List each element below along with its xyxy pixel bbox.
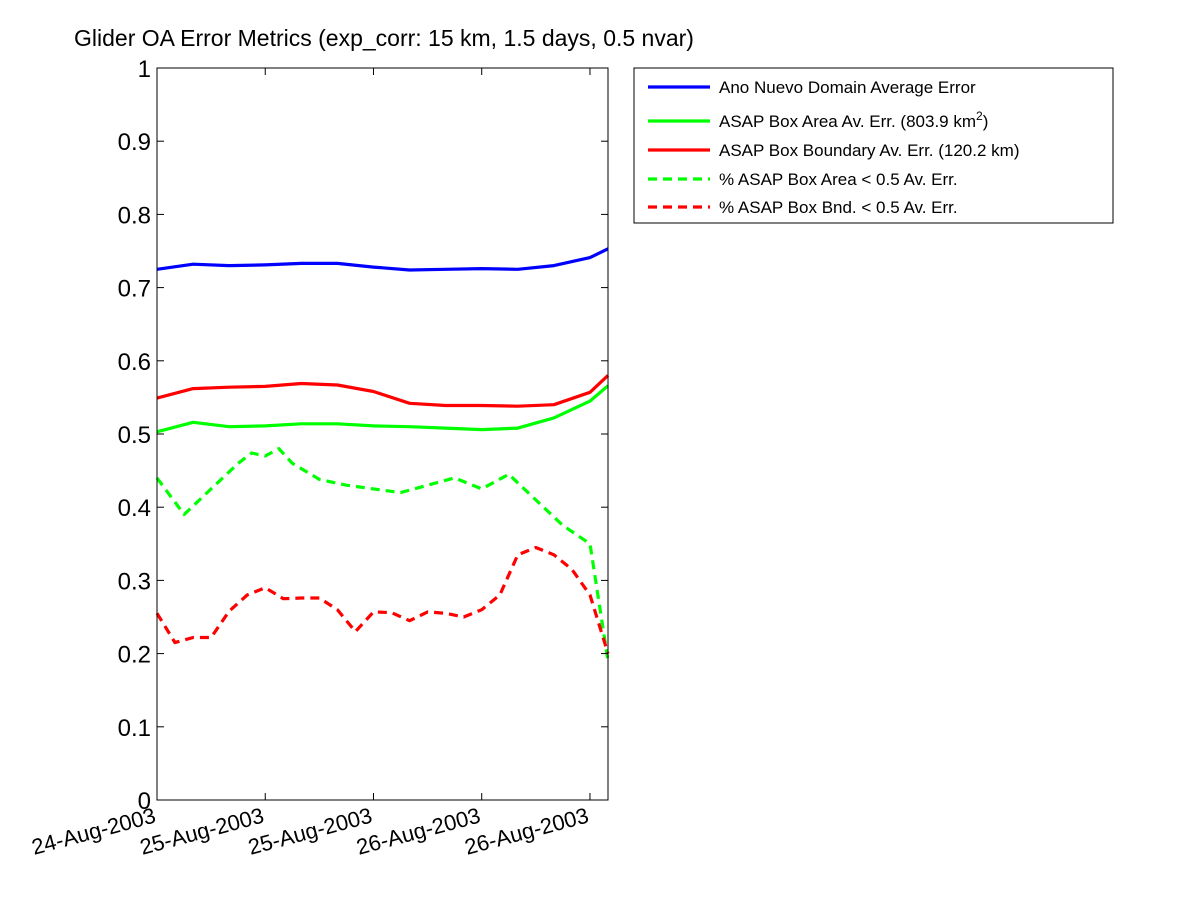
legend-label-4: % ASAP Box Area < 0.5 Av. Err. [719, 170, 958, 189]
series-line-5 [155, 545, 610, 655]
y-tick-label: 0.8 [118, 202, 151, 229]
y-tick-label: 0 [138, 788, 151, 815]
series-line-2 [156, 384, 610, 434]
axes-box [156, 67, 609, 801]
legend-label-1: Ano Nuevo Domain Average Error [719, 78, 976, 97]
x-tick-label: 26-Aug-2003 [354, 803, 483, 860]
legend-label-3: ASAP Box Boundary Av. Err. (120.2 km) [719, 141, 1019, 160]
y-tick-label: 0.1 [118, 715, 151, 742]
legend-label-5: % ASAP Box Bnd. < 0.5 Av. Err. [719, 198, 958, 217]
y-tick-label: 0.7 [118, 276, 151, 303]
plot-area: 0 0.1 0.2 0.3 0.4 0.5 0.6 0.7 0.8 0.9 1 24-Aug-2003… [29, 56, 610, 860]
series-line-3 [156, 374, 610, 408]
x-tick-label: 25-Aug-2003 [245, 803, 374, 860]
x-tick-label: 26-Aug-2003 [462, 803, 591, 860]
y-tick-label: 0.3 [118, 568, 151, 595]
y-tick-label: 1 [138, 56, 151, 83]
x-tick-label: 25-Aug-2003 [137, 803, 266, 860]
legend: Ano Nuevo Domain Average Error ASAP Box A… [633, 67, 1114, 224]
series-line-4 [155, 447, 610, 662]
y-tick-label: 0.9 [118, 129, 151, 156]
x-tick-label: 24-Aug-2003 [29, 803, 158, 860]
y-tick-label: 0.2 [118, 642, 151, 669]
chart-title: Glider OA Error Metrics (exp_corr: 15 km… [74, 25, 694, 51]
y-tick-label: 0.6 [118, 349, 151, 376]
legend-label-2: ASAP Box Area Av. Err. (803.9 km2) [719, 109, 988, 131]
legend-box [633, 67, 1114, 224]
y-tick-label: 0.4 [118, 495, 151, 522]
series-line-1 [156, 247, 609, 272]
y-tick-label: 0.5 [118, 422, 151, 449]
